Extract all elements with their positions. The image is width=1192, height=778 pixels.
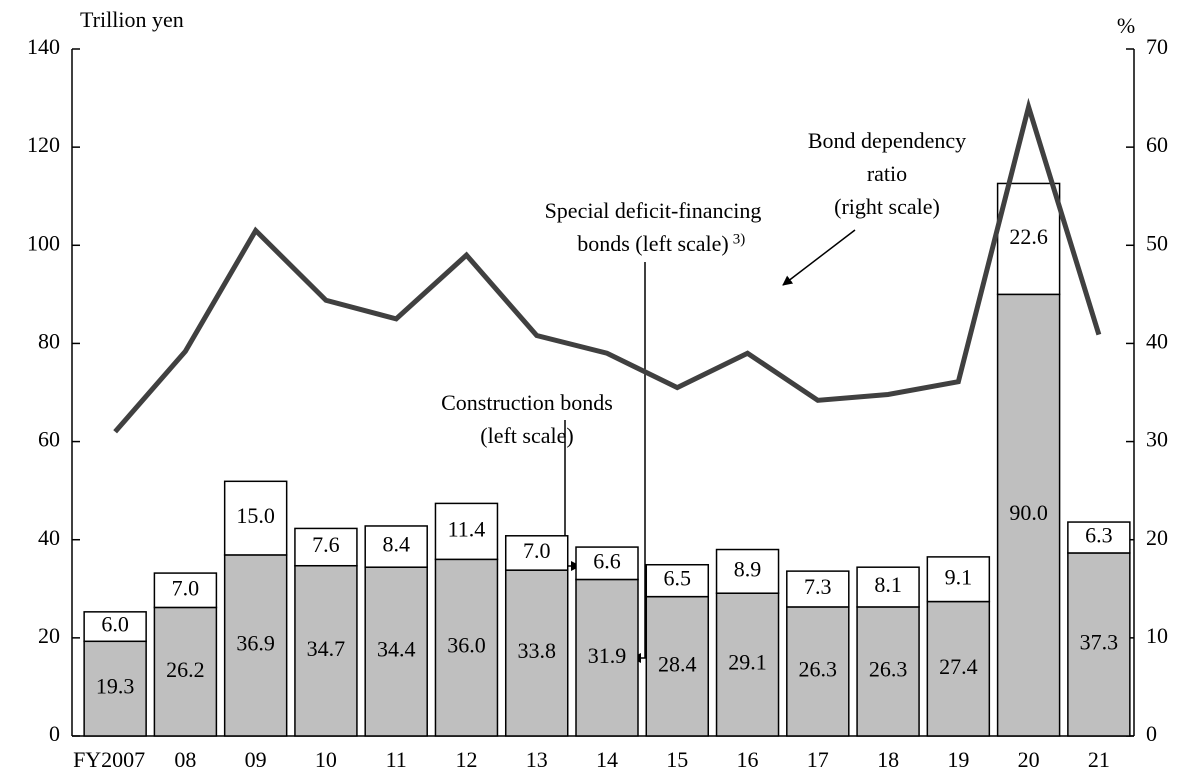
value-label: 37.3 [1080,630,1119,655]
value-label: 29.1 [728,650,767,675]
bar-segment [223,480,288,556]
y2-axis-label: % [1117,13,1135,38]
value-label: 15.0 [236,503,275,528]
y-tick-label: 120 [27,132,60,157]
x-tick-label: FY2007 [73,747,145,772]
value-label: 7.0 [172,575,200,600]
x-tick-label: 08 [174,747,196,772]
value-label: 22.6 [1009,224,1048,249]
x-tick-label: 17 [807,747,829,772]
x-tick-label: 16 [737,747,759,772]
arrow [782,229,856,286]
bar-segment [434,502,499,561]
ratio-line [113,97,1102,434]
y2-tick-label: 20 [1146,525,1168,550]
bar-segment [926,556,991,603]
value-label: 28.4 [658,651,697,676]
annotations: Bond dependency ratio (right scale) Special… [441,128,966,448]
value-label: 8.9 [734,556,762,581]
x-tick-label: 15 [666,747,688,772]
bar-segment [504,535,569,571]
y-tick-label: 140 [27,34,60,59]
bar-segment [645,563,710,598]
x-tick-label: 09 [245,747,267,772]
annotation: (right scale) [834,194,940,219]
value-label: 7.0 [523,538,551,563]
y-tick-label: 20 [38,623,60,648]
x-tick-label: 20 [1018,747,1040,772]
x-tick-label: 14 [596,747,618,772]
y-tick-label: 40 [38,525,60,550]
value-label: 7.3 [804,574,832,599]
bar-segment [856,606,920,737]
x-tick-label: 21 [1088,747,1110,772]
x-tick-label: 11 [386,747,407,772]
bar-segment [364,566,428,737]
y2-tick-label: 60 [1146,132,1168,157]
value-label: 34.7 [307,636,346,661]
value-label: 27.4 [939,654,978,679]
value-label: 8.4 [382,532,410,557]
bar-segment [786,570,850,608]
y-tick-label: 0 [49,721,60,746]
bar-segment [715,548,780,594]
annotation: Special deficit-financing [545,198,762,223]
y-tick-label: 100 [27,230,60,255]
value-label: 31.9 [588,643,627,668]
bar-segment [645,595,710,737]
bar-segment [1067,521,1131,554]
value-label: 6.0 [101,612,129,637]
y2-tick-label: 0 [1146,721,1157,746]
value-label: 6.3 [1085,523,1113,548]
bar-segment [996,293,1061,737]
annotation-note: 3) [733,231,746,247]
y2-tick-label: 10 [1146,623,1168,648]
value-label: 9.1 [945,564,973,589]
value-label: 7.6 [312,532,340,557]
value-label: 33.8 [517,638,556,663]
annotation: Bond dependency [808,128,966,153]
bar-segment [223,554,288,737]
value-label: 26.3 [869,657,908,682]
bar-segment [153,572,218,609]
annotation: (left scale) [480,423,573,448]
annotation: Construction bonds [441,390,613,415]
value-label: 26.3 [799,657,838,682]
value-label: 34.4 [377,637,416,662]
value-label: 8.1 [874,572,902,597]
bar-segment [926,600,991,737]
x-tick-label: 10 [315,747,337,772]
y-tick-label: 80 [38,328,60,353]
annotation: bonds (left scale) [577,231,729,256]
y2-tick-label: 30 [1146,427,1168,452]
bar-segment [294,527,358,567]
x-tick-label: 12 [455,747,477,772]
annotation: ratio [867,161,907,186]
bar-segment [996,182,1061,296]
y2-tick-label: 70 [1146,34,1168,59]
y2-tick-label: 40 [1146,328,1168,353]
bar-segment [364,525,428,568]
bar-segment [575,578,639,737]
bar-segment [575,546,639,581]
value-label: 36.9 [236,631,275,656]
value-label: 6.6 [593,548,621,573]
bar-segment [294,564,358,737]
value-label: 26.2 [166,657,205,682]
bar-segment [786,606,850,737]
value-label: 6.5 [664,566,692,591]
value-label: 36.0 [447,633,486,658]
x-tick-label: 18 [877,747,899,772]
bar-segment [83,611,147,643]
y-axis-label: Trillion yen [80,7,184,32]
value-label: 19.3 [96,674,135,699]
bar-segment [856,566,920,608]
x-tick-label: 19 [947,747,969,772]
value-label: 11.4 [448,516,486,541]
y2-tick-label: 50 [1146,230,1168,255]
value-label: 90.0 [1009,500,1048,525]
y-tick-label: 60 [38,427,60,452]
x-tick-label: 13 [526,747,548,772]
